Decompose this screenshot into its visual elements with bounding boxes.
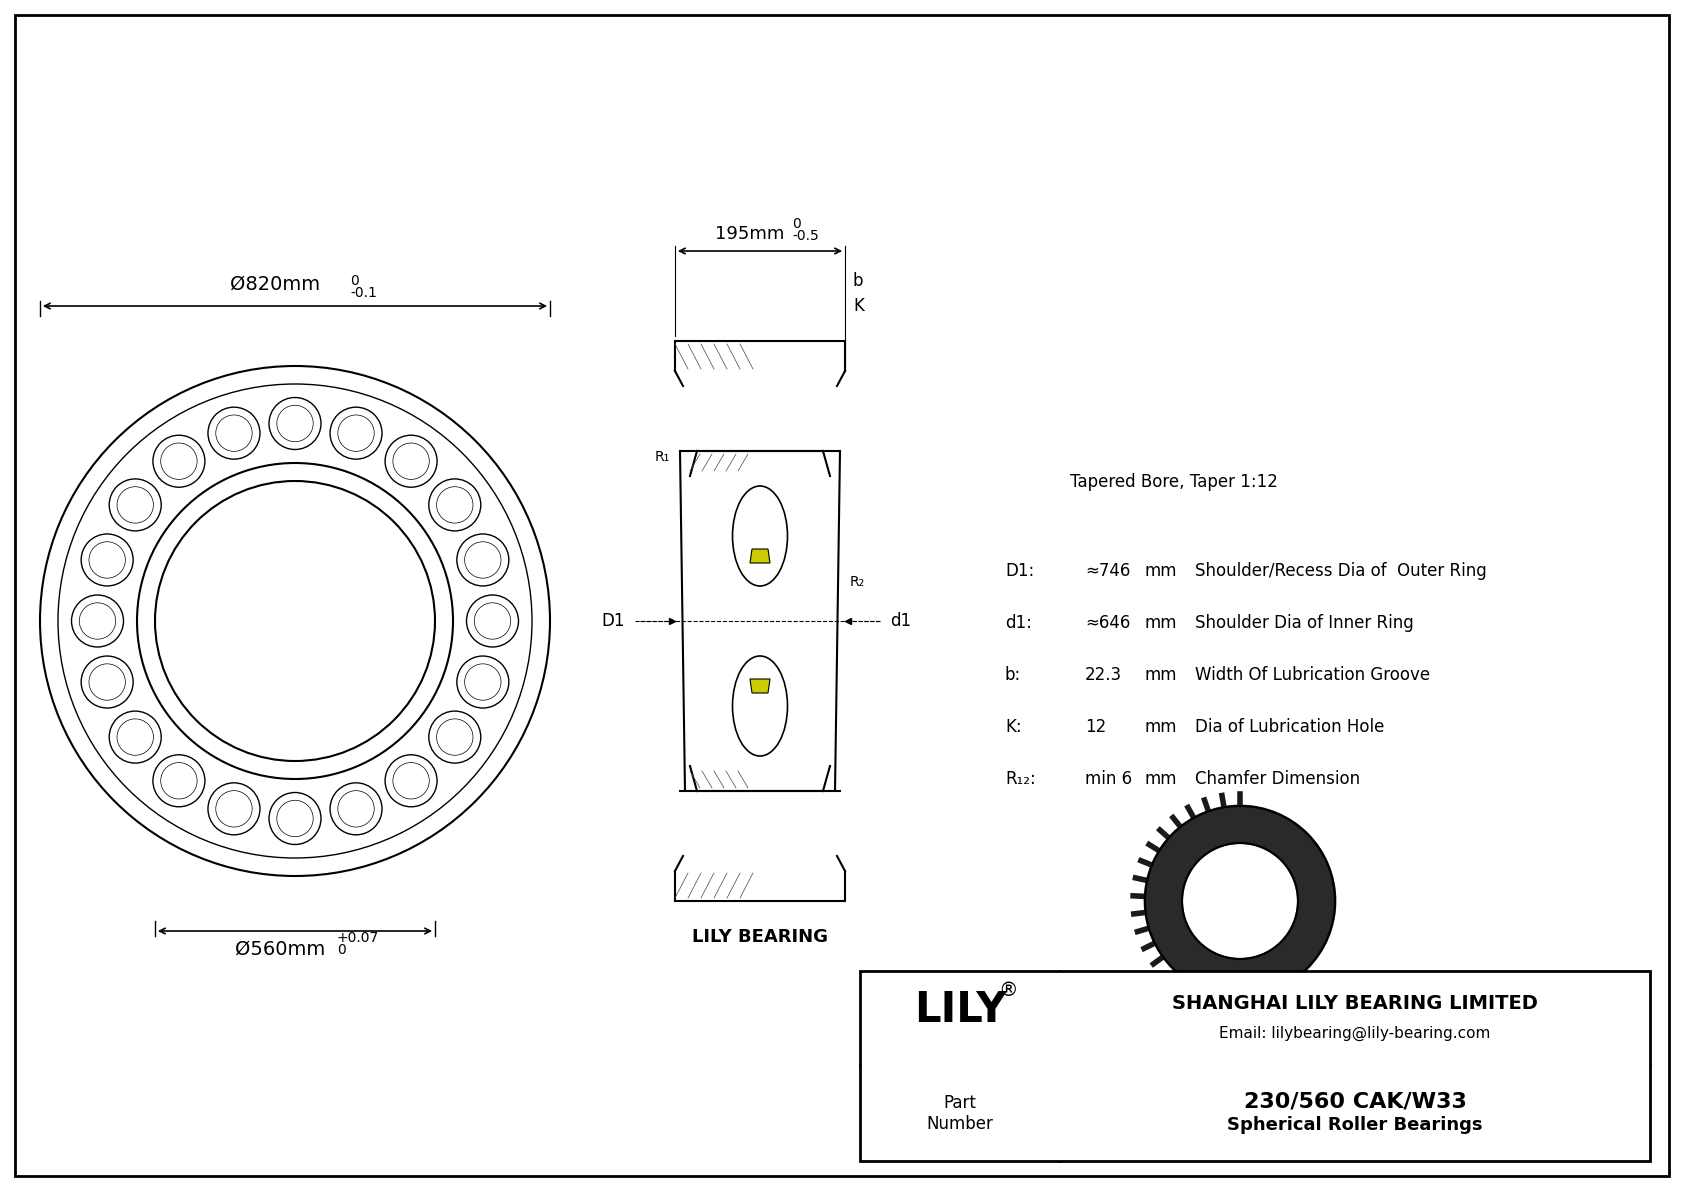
Text: 22.3: 22.3 xyxy=(1084,666,1122,684)
Text: +0.07: +0.07 xyxy=(337,931,379,944)
Text: min 6: min 6 xyxy=(1084,771,1132,788)
Text: b:: b: xyxy=(1005,666,1021,684)
Text: 0: 0 xyxy=(350,274,359,288)
Text: D1:: D1: xyxy=(1005,562,1034,580)
Text: Spherical Roller Bearings: Spherical Roller Bearings xyxy=(1228,1116,1482,1135)
Text: ®: ® xyxy=(999,981,1017,1000)
Text: ≈646: ≈646 xyxy=(1084,615,1130,632)
PathPatch shape xyxy=(1145,806,1335,996)
Text: Shoulder Dia of Inner Ring: Shoulder Dia of Inner Ring xyxy=(1196,615,1415,632)
Text: Chamfer Dimension: Chamfer Dimension xyxy=(1196,771,1361,788)
Text: K:: K: xyxy=(1005,718,1022,736)
Polygon shape xyxy=(749,549,770,563)
Text: 0: 0 xyxy=(791,217,802,231)
Text: Email: lilybearing@lily-bearing.com: Email: lilybearing@lily-bearing.com xyxy=(1219,1025,1490,1041)
Text: LILY: LILY xyxy=(914,990,1007,1031)
Text: b: b xyxy=(854,272,864,289)
Text: Part
Number: Part Number xyxy=(926,1095,994,1133)
Text: Ø560mm: Ø560mm xyxy=(234,940,325,959)
Text: Shoulder/Recess Dia of  Outer Ring: Shoulder/Recess Dia of Outer Ring xyxy=(1196,562,1487,580)
Text: mm: mm xyxy=(1145,562,1177,580)
Text: D1: D1 xyxy=(601,612,625,630)
Text: mm: mm xyxy=(1145,615,1177,632)
Text: mm: mm xyxy=(1145,666,1177,684)
Text: Dia of Lubrication Hole: Dia of Lubrication Hole xyxy=(1196,718,1384,736)
Text: R₁: R₁ xyxy=(655,450,670,464)
Text: Ø820mm: Ø820mm xyxy=(231,275,320,294)
Text: mm: mm xyxy=(1145,718,1177,736)
Text: ≈746: ≈746 xyxy=(1084,562,1130,580)
Text: -0.1: -0.1 xyxy=(350,286,377,300)
Text: d1:: d1: xyxy=(1005,615,1032,632)
FancyBboxPatch shape xyxy=(861,971,1650,1161)
Text: Tapered Bore, Taper 1:12: Tapered Bore, Taper 1:12 xyxy=(1069,473,1278,491)
Polygon shape xyxy=(749,679,770,693)
Text: -0.5: -0.5 xyxy=(791,229,818,243)
Text: d1: d1 xyxy=(891,612,911,630)
Text: R₂: R₂ xyxy=(850,575,866,590)
Text: Width Of Lubrication Groove: Width Of Lubrication Groove xyxy=(1196,666,1430,684)
Text: K: K xyxy=(854,297,864,314)
Text: SHANGHAI LILY BEARING LIMITED: SHANGHAI LILY BEARING LIMITED xyxy=(1172,994,1537,1014)
Text: 230/560 CAK/W33: 230/560 CAK/W33 xyxy=(1243,1091,1467,1111)
Text: R₁₂:: R₁₂: xyxy=(1005,771,1036,788)
Text: 195mm: 195mm xyxy=(716,225,785,243)
Text: 0: 0 xyxy=(337,943,345,958)
Text: mm: mm xyxy=(1145,771,1177,788)
Text: LILY BEARING: LILY BEARING xyxy=(692,928,829,946)
Text: 12: 12 xyxy=(1084,718,1106,736)
